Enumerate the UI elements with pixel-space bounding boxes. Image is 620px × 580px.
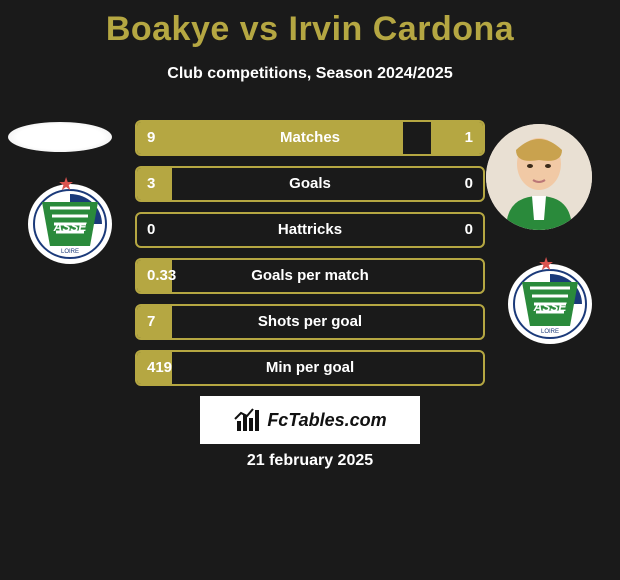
stat-label: Goals <box>137 168 483 200</box>
star-icon: ★ <box>538 254 554 275</box>
stats-container: 91Matches 30Goals 00Hattricks 0.33Goals per… <box>135 120 485 396</box>
player-left-club-badge: ASSE LOIRE ★ <box>20 180 120 264</box>
stat-label: Hattricks <box>137 214 483 246</box>
svg-text:LOIRE: LOIRE <box>541 329 559 335</box>
stat-label: Shots per goal <box>137 306 483 338</box>
fctables-logo-icon <box>233 407 261 433</box>
player-right-club-badge: ASSE LOIRE ★ <box>500 260 600 344</box>
page-title: Boakye vs Irvin Cardona <box>0 0 620 49</box>
stat-label: Matches <box>137 122 483 154</box>
branding-text: FcTables.com <box>267 410 386 431</box>
club-crest-icon: ASSE LOIRE <box>32 188 108 260</box>
branding-box: FcTables.com <box>200 396 420 444</box>
avatar-placeholder-icon <box>486 124 592 230</box>
svg-text:LOIRE: LOIRE <box>61 249 79 255</box>
svg-text:ASSE: ASSE <box>53 220 88 234</box>
stat-label: Min per goal <box>137 352 483 384</box>
stat-row: 91Matches <box>135 120 485 156</box>
date-label: 21 february 2025 <box>0 452 620 470</box>
player-right-avatar <box>486 124 592 230</box>
svg-text:ASSE: ASSE <box>533 300 568 314</box>
stat-label: Goals per match <box>137 260 483 292</box>
club-crest-icon: ASSE LOIRE <box>512 268 588 340</box>
stat-row: 419Min per goal <box>135 350 485 386</box>
star-icon: ★ <box>58 174 74 195</box>
player-left-avatar <box>8 122 112 152</box>
subtitle: Club competitions, Season 2024/2025 <box>0 65 620 83</box>
stat-row: 0.33Goals per match <box>135 258 485 294</box>
stat-row: 30Goals <box>135 166 485 202</box>
stat-row: 00Hattricks <box>135 212 485 248</box>
stat-row: 7Shots per goal <box>135 304 485 340</box>
